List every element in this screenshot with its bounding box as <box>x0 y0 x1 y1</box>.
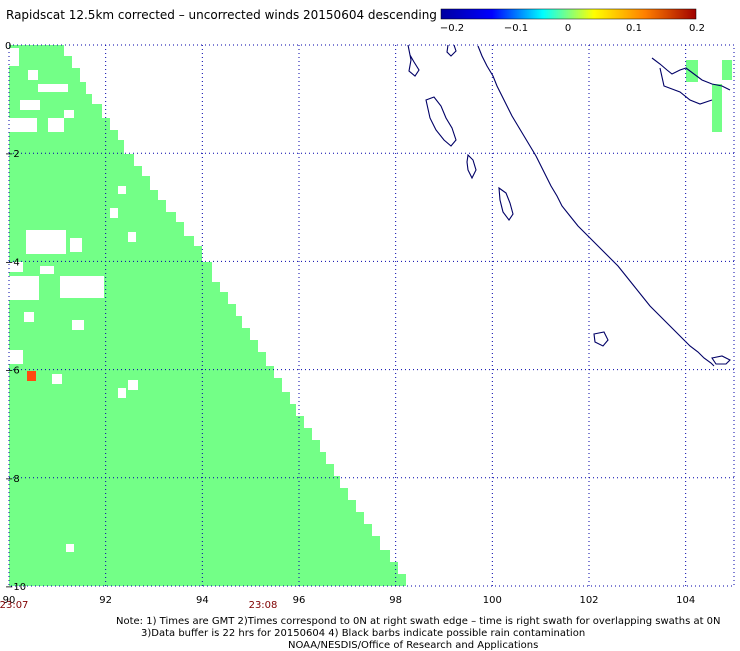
coastline <box>407 44 731 367</box>
colorbar-tick-label: 0.2 <box>689 23 705 34</box>
colorbar-tick-label: −0.1 <box>504 23 528 34</box>
missing-data-cell <box>60 276 104 298</box>
x-tick-label: 104 <box>676 595 695 606</box>
high-difference-cell <box>27 371 36 381</box>
missing-data-cell <box>72 320 84 330</box>
color-scale-legend: −0.2 −0.1 0 0.1 0.2 <box>440 8 705 34</box>
missing-data-cell <box>118 186 126 194</box>
wind-patch <box>712 84 722 132</box>
missing-data-cell <box>24 312 34 322</box>
missing-data-cell <box>110 208 118 218</box>
sumatra-coastline <box>477 45 715 367</box>
y-tick-label: −2 <box>5 149 20 160</box>
missing-data-cell <box>70 238 82 252</box>
colorbar-tick-label: −0.2 <box>440 23 464 34</box>
missing-data-cell <box>20 100 40 110</box>
color-scale-bar <box>440 8 697 20</box>
malay-coast <box>651 57 731 91</box>
time-label: 23:08 <box>249 600 278 611</box>
missing-data-cell <box>52 374 62 384</box>
map-frame <box>8 44 735 587</box>
x-tick-label: 90 <box>3 595 16 606</box>
y-tick-label: −8 <box>5 474 20 485</box>
y-tick-label: −6 <box>5 366 20 377</box>
missing-data-cell <box>40 266 54 274</box>
missing-data-cell <box>66 544 74 552</box>
malay-coast-2 <box>659 67 713 105</box>
x-tick-label: 96 <box>293 595 306 606</box>
missing-data-cell <box>9 262 23 272</box>
note-line-3: NOAA/NESDIS/Office of Research and Appli… <box>288 640 539 651</box>
missing-data-cell <box>28 70 38 80</box>
x-tick-label: 102 <box>579 595 598 606</box>
x-tick-label: 98 <box>389 595 402 606</box>
wind-patch <box>722 60 732 80</box>
missing-data-cell <box>48 118 64 132</box>
missing-data-cell <box>118 388 126 398</box>
missing-data-cell <box>128 232 136 242</box>
small-island-2 <box>466 153 477 180</box>
siberut-island <box>498 186 514 221</box>
missing-data-cell <box>38 84 68 92</box>
y-tick-label: 0 <box>5 41 11 52</box>
colorbar-tick-label: 0 <box>565 23 571 34</box>
x-tick-label: 94 <box>196 595 209 606</box>
colorbar-tick-label: 0.1 <box>626 23 642 34</box>
missing-data-cell <box>64 110 74 118</box>
small-island-4 <box>711 355 731 365</box>
wind-difference-cells <box>9 45 732 586</box>
y-tick-label: −10 <box>5 582 26 593</box>
missing-data-cell <box>128 380 138 390</box>
small-island-3 <box>593 331 609 347</box>
x-tick-label: 100 <box>483 595 502 606</box>
missing-data-cell <box>9 118 37 132</box>
missing-data-cell <box>9 350 23 364</box>
x-tick-label: 92 <box>99 595 112 606</box>
nias-island <box>425 96 457 147</box>
lat-lon-grid <box>8 44 735 587</box>
north-coast-fragment <box>446 44 457 57</box>
missing-data-cell <box>9 48 19 66</box>
small-island-1 <box>407 44 420 77</box>
note-line-1: Note: 1) Times are GMT 2)Times correspon… <box>116 616 721 627</box>
wind-swath <box>9 45 420 586</box>
axis-ticks: 90 92 94 96 98 100 102 104 0 −2 −4 −6 −8 −10 23:07 23:0… <box>0 41 695 611</box>
missing-data-cell <box>26 230 66 254</box>
time-label: 23:07 <box>0 600 28 611</box>
missing-data-cell <box>9 276 39 300</box>
note-line-2: 3)Data buffer is 22 hrs for 20150604 4) … <box>141 628 586 639</box>
chart-title: Rapidscat 12.5km corrected – uncorrected… <box>6 8 437 22</box>
y-tick-label: −4 <box>5 257 20 268</box>
wind-patch <box>686 60 698 82</box>
